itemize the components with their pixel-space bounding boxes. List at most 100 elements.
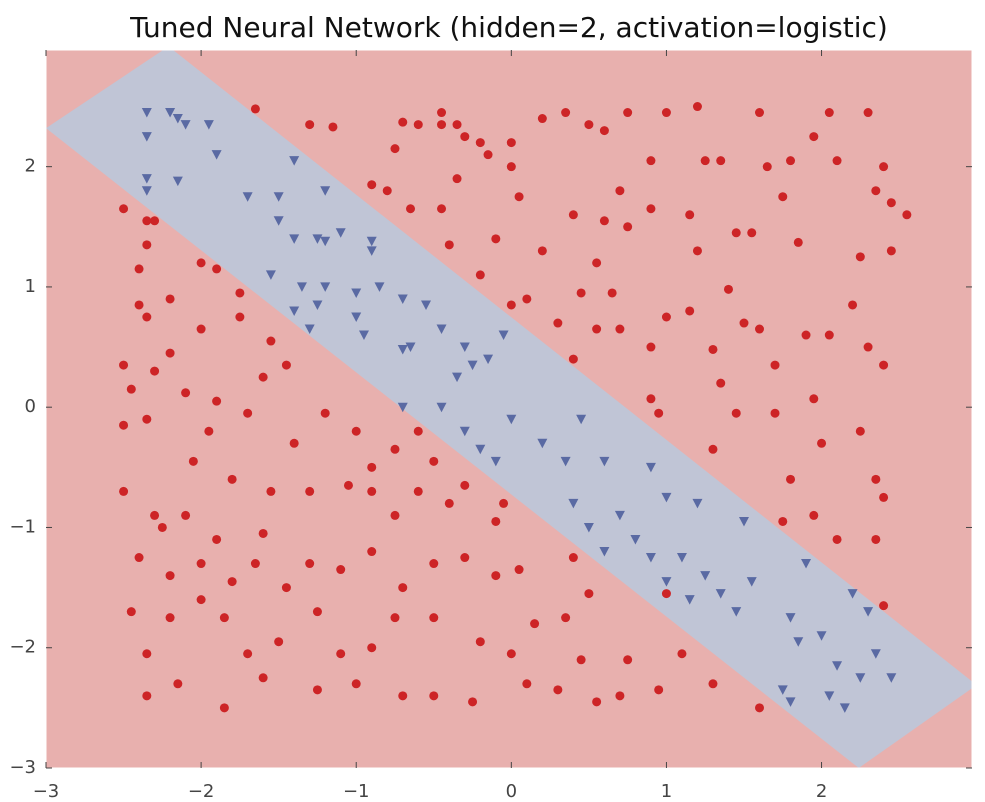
- y-tick-label: 1: [25, 276, 36, 297]
- circle-point: [406, 204, 416, 214]
- triangle-point: [684, 595, 695, 605]
- circle-point: [468, 697, 478, 707]
- circle-point: [119, 360, 129, 370]
- circle-point: [157, 522, 167, 532]
- circle-point: [755, 324, 765, 334]
- triangle-point: [358, 330, 369, 341]
- circle-point: [879, 360, 889, 370]
- circle-point: [142, 414, 152, 424]
- circle-point: [879, 492, 889, 502]
- circle-point: [506, 162, 516, 172]
- circle-point: [390, 144, 400, 154]
- circle-point: [429, 613, 439, 623]
- circle-point: [437, 120, 447, 130]
- circle-point: [475, 138, 485, 148]
- circle-point: [351, 679, 361, 689]
- x-tick-label: 2: [816, 781, 827, 802]
- circle-point: [654, 408, 664, 418]
- triangle-point: [397, 294, 408, 304]
- circle-point: [460, 553, 470, 563]
- circle-point: [475, 270, 485, 280]
- triangle-point: [273, 192, 284, 202]
- circle-point: [576, 288, 586, 298]
- circle-point: [305, 486, 315, 496]
- triangle-point: [141, 132, 152, 142]
- triangle-point: [568, 498, 579, 509]
- circle-point: [452, 174, 462, 184]
- circle-point: [778, 516, 788, 526]
- triangle-point: [793, 637, 804, 647]
- triangle-point: [886, 673, 897, 683]
- triangle-point: [203, 120, 214, 130]
- circle-point: [762, 162, 772, 172]
- circle-point: [281, 583, 291, 593]
- circle-point: [367, 547, 377, 557]
- triangle-point: [475, 444, 486, 455]
- plot-frame: [45, 49, 973, 769]
- circle-point: [584, 589, 594, 599]
- circle-point: [227, 577, 237, 587]
- triangle-point: [421, 300, 432, 310]
- circle-point: [817, 438, 827, 448]
- triangle-point: [397, 402, 408, 413]
- triangle-point: [738, 516, 749, 527]
- circle-point: [506, 649, 516, 659]
- triangle-point: [824, 691, 835, 701]
- circle-point: [196, 595, 206, 605]
- circle-point: [165, 294, 175, 304]
- circle-point: [592, 258, 602, 268]
- circle-point: [126, 607, 136, 617]
- circle-point: [150, 510, 160, 520]
- circle-point: [786, 156, 796, 166]
- triangle-point: [180, 120, 191, 130]
- circle-point: [460, 132, 470, 142]
- triangle-point: [265, 270, 276, 280]
- triangle-point: [676, 553, 687, 563]
- circle-point: [235, 312, 245, 322]
- circle-point: [142, 312, 152, 322]
- circle-point: [289, 438, 299, 448]
- circle-point: [150, 366, 160, 376]
- circle-point: [196, 324, 206, 334]
- circle-point: [437, 204, 447, 214]
- circle-point: [871, 186, 881, 196]
- circle-point: [708, 679, 718, 689]
- chart-title: Tuned Neural Network (hidden=2, activati…: [129, 11, 888, 44]
- circle-point: [708, 444, 718, 454]
- circle-point: [537, 246, 547, 256]
- triangle-point: [599, 456, 610, 467]
- circle-point: [134, 553, 144, 563]
- circle-point: [429, 456, 439, 466]
- circle-point: [615, 186, 625, 196]
- triangle-point: [320, 186, 331, 196]
- circle-point: [204, 426, 214, 436]
- circle-point: [196, 559, 206, 569]
- circle-point: [227, 474, 237, 484]
- circle-point: [266, 486, 276, 496]
- triangle-point: [320, 236, 331, 247]
- triangle-point: [692, 498, 703, 509]
- triangle-point: [816, 631, 827, 641]
- circle-point: [506, 138, 516, 148]
- circle-point: [661, 108, 671, 118]
- x-tick-label: −2: [188, 781, 215, 802]
- circle-point: [902, 210, 912, 220]
- circle-point: [150, 216, 160, 226]
- circle-point: [801, 330, 811, 340]
- triangle-point: [560, 456, 571, 467]
- circle-point: [165, 348, 175, 358]
- triangle-point: [630, 534, 641, 545]
- triangle-point: [366, 236, 377, 247]
- circle-point: [119, 420, 129, 430]
- circle-point: [219, 703, 229, 713]
- triangle-point: [351, 312, 362, 322]
- decision-band: [46, 50, 972, 768]
- triangle-point: [436, 402, 447, 413]
- circle-point: [142, 216, 152, 226]
- circle-point: [793, 237, 803, 247]
- circle-point: [274, 637, 284, 647]
- triangle-point: [459, 342, 470, 353]
- circle-point: [258, 528, 268, 538]
- circle-point: [522, 679, 532, 689]
- circle-point: [219, 613, 229, 623]
